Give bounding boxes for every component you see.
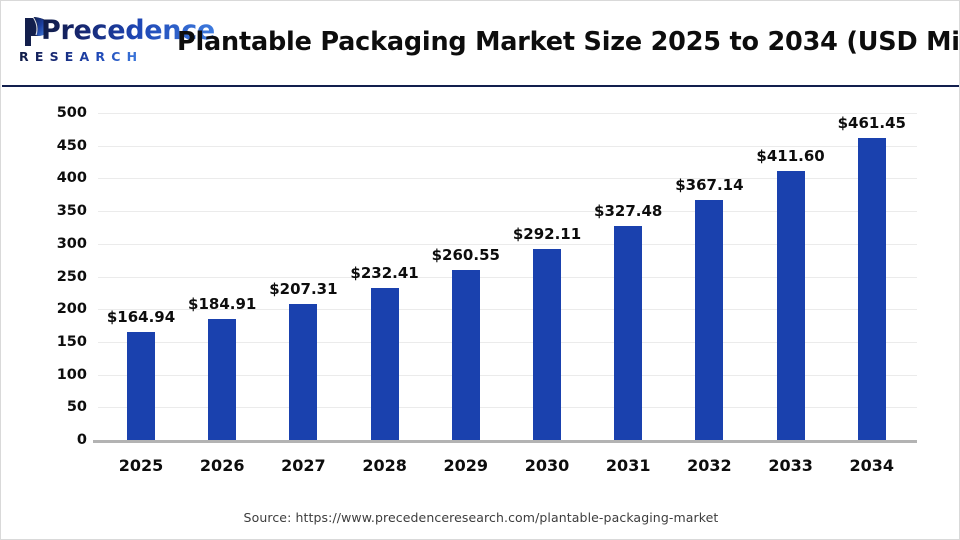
bar-2031[interactable] xyxy=(614,225,643,440)
x-axis-tick-label: 2033 xyxy=(768,456,813,475)
bar-value-label: $327.48 xyxy=(594,201,663,220)
bar-value-label: $164.94 xyxy=(106,308,176,327)
plot-area: 0 50 100 150 200 250 300 350 400 450 500 $164.94 $1… xyxy=(1,87,959,497)
bar-2029[interactable] xyxy=(451,269,480,440)
source-caption: Source: https://www.precedenceresearch.c… xyxy=(243,510,719,525)
y-axis-tick-label: 450 xyxy=(56,137,87,154)
x-axis-tick-label: 2028 xyxy=(362,456,407,475)
y-axis-tick-label: 150 xyxy=(56,333,87,350)
gridline xyxy=(98,276,917,278)
bar-value-label: $260.55 xyxy=(431,245,500,264)
precedence-research-logo: Precedence RESEARCH xyxy=(17,14,215,72)
logo-subtitle: RESEARCH xyxy=(19,49,144,64)
x-axis-tick-label: 2029 xyxy=(443,456,489,475)
bar-2030[interactable] xyxy=(533,248,561,440)
y-axis-tick-label: 200 xyxy=(56,301,87,318)
y-axis-tick-label: 500 xyxy=(56,105,87,121)
x-axis-tick-label: 2031 xyxy=(605,456,651,475)
header-divider xyxy=(2,85,959,87)
bar-value-label: $184.91 xyxy=(188,295,257,314)
x-axis-tick-label: 2034 xyxy=(849,456,895,475)
bar-value-label: $207.31 xyxy=(269,280,338,299)
figure-header: Precedence RESEARCH Plantable Packaging … xyxy=(1,1,960,85)
chart-title: Plantable Packaging Market Size 2025 to … xyxy=(177,27,960,57)
x-axis-tick-label: 2025 xyxy=(118,456,164,475)
gridline xyxy=(98,178,917,180)
bar-2028[interactable] xyxy=(370,288,399,440)
y-axis-tick-label: 100 xyxy=(56,366,87,383)
gridline xyxy=(98,113,917,114)
y-axis-tick-label: 400 xyxy=(56,170,87,187)
bar-value-label: $367.14 xyxy=(675,175,744,194)
gridline xyxy=(98,407,917,409)
bar-2027[interactable] xyxy=(289,304,318,440)
y-axis-tick-label: 50 xyxy=(66,399,87,416)
bar-value-label: $232.41 xyxy=(350,264,419,282)
gridline xyxy=(98,309,917,311)
bar-value-label: $411.60 xyxy=(756,146,825,165)
gridline xyxy=(98,374,917,376)
bar-2033[interactable] xyxy=(776,170,805,440)
logo-wordmark: Precedence xyxy=(41,15,215,46)
gridline xyxy=(98,211,917,213)
bar-2032[interactable] xyxy=(695,199,724,440)
y-axis-tick-label: 350 xyxy=(56,203,87,220)
y-axis-tick-label: 300 xyxy=(56,235,87,252)
bar-value-label: $292.11 xyxy=(512,224,582,243)
x-axis-tick-label: 2027 xyxy=(281,456,326,475)
x-axis-tick-label: 2030 xyxy=(524,456,570,475)
y-axis-tick-label: 250 xyxy=(56,268,87,285)
x-axis-tick-label: 2026 xyxy=(199,456,245,475)
gridline xyxy=(98,145,917,147)
gridline xyxy=(98,243,917,245)
x-axis-tick-label: 2032 xyxy=(687,456,732,475)
bar-2025[interactable] xyxy=(127,332,155,440)
precedence-leaf-mark xyxy=(25,16,48,46)
x-axis-baseline xyxy=(93,440,917,443)
y-axis-tick-label: 0 xyxy=(76,432,87,448)
bar-2026[interactable] xyxy=(208,319,237,440)
bar-value-label: $461.45 xyxy=(837,114,906,133)
bar-2034[interactable] xyxy=(857,138,886,440)
gridline xyxy=(98,341,917,343)
